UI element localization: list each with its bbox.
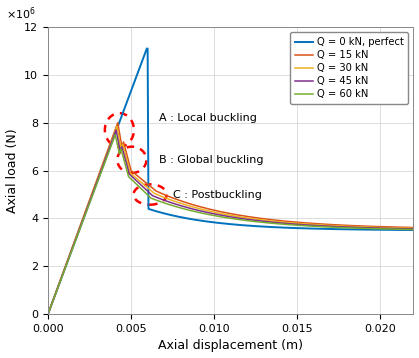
Q = 0 kN, perfect xyxy=(98,171,103,175)
Q = 15 kN xyxy=(411,225,416,229)
Q = 15 kN xyxy=(76,228,81,233)
Q = 60 kN xyxy=(113,132,118,137)
Line: Q = 60 kN: Q = 60 kN xyxy=(48,135,414,314)
Q = 30 kN xyxy=(114,124,119,129)
Q = 15 kN xyxy=(50,300,55,304)
Q = 45 kN xyxy=(114,128,119,132)
Q = 60 kN xyxy=(50,300,55,305)
Y-axis label: Axial load (N): Axial load (N) xyxy=(5,128,18,213)
Q = 15 kN xyxy=(101,158,106,163)
Q = 60 kN xyxy=(112,134,117,138)
Text: C : Postbuckling: C : Postbuckling xyxy=(173,189,261,199)
Q = 15 kN xyxy=(200,205,205,209)
X-axis label: Axial displacement (m): Axial displacement (m) xyxy=(158,339,303,352)
Q = 30 kN xyxy=(180,202,185,206)
Q = 45 kN xyxy=(50,300,55,304)
Q = 45 kN xyxy=(100,164,105,168)
Q = 0 kN, perfect xyxy=(62,266,67,270)
Q = 30 kN xyxy=(45,312,50,316)
Q = 0 kN, perfect xyxy=(162,211,167,216)
Legend: Q = 0 kN, perfect, Q = 15 kN, Q = 30 kN, Q = 45 kN, Q = 60 kN: Q = 0 kN, perfect, Q = 15 kN, Q = 30 kN,… xyxy=(290,32,409,104)
Q = 0 kN, perfect xyxy=(271,225,276,229)
Q = 45 kN xyxy=(45,312,50,316)
Line: Q = 0 kN, perfect: Q = 0 kN, perfect xyxy=(48,49,414,314)
Q = 30 kN xyxy=(101,161,106,165)
Q = 60 kN xyxy=(196,210,201,214)
Q = 30 kN xyxy=(75,230,80,234)
Q = 15 kN xyxy=(182,200,187,204)
Q = 45 kN xyxy=(179,204,184,208)
Text: A : Local buckling: A : Local buckling xyxy=(159,113,257,123)
Line: Q = 30 kN: Q = 30 kN xyxy=(48,126,414,314)
Q = 0 kN, perfect xyxy=(130,84,135,89)
Q = 15 kN xyxy=(115,122,120,126)
Q = 15 kN xyxy=(45,312,50,316)
Text: $\times10^6$: $\times10^6$ xyxy=(6,5,36,22)
Q = 45 kN xyxy=(411,227,416,231)
Q = 45 kN xyxy=(75,232,80,236)
Q = 60 kN xyxy=(177,205,182,210)
Text: B : Global buckling: B : Global buckling xyxy=(159,155,264,165)
Q = 60 kN xyxy=(100,168,105,172)
Line: Q = 45 kN: Q = 45 kN xyxy=(48,130,414,314)
Q = 60 kN xyxy=(45,312,50,316)
Q = 30 kN xyxy=(199,207,204,211)
Q = 30 kN xyxy=(114,125,119,130)
Q = 0 kN, perfect xyxy=(144,47,149,51)
Q = 0 kN, perfect xyxy=(388,228,393,232)
Q = 60 kN xyxy=(411,227,416,232)
Q = 0 kN, perfect xyxy=(45,312,50,316)
Q = 45 kN xyxy=(113,129,118,133)
Q = 60 kN xyxy=(75,233,80,238)
Q = 15 kN xyxy=(115,121,120,125)
Q = 0 kN, perfect xyxy=(411,228,416,232)
Q = 30 kN xyxy=(411,226,416,231)
Line: Q = 15 kN: Q = 15 kN xyxy=(48,123,414,314)
Q = 45 kN xyxy=(197,209,202,213)
Q = 30 kN xyxy=(50,300,55,304)
